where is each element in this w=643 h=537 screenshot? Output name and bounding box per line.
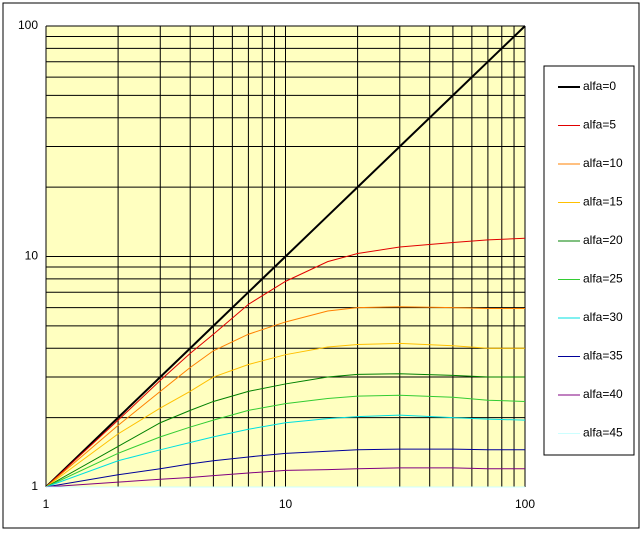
x-tick-label: 100 <box>515 497 535 511</box>
legend-label: alfa=0 <box>583 79 616 93</box>
series-line <box>45 25 526 488</box>
series-line <box>45 306 525 488</box>
legend-label: alfa=40 <box>583 387 623 401</box>
x-tick-label: 1 <box>43 497 50 511</box>
legend-label: alfa=30 <box>583 310 623 324</box>
legend-label: alfa=25 <box>583 272 623 286</box>
legend-label: alfa=20 <box>583 233 623 247</box>
series-line <box>45 414 526 488</box>
y-tick-label: 1 <box>31 479 38 493</box>
series-line <box>45 448 525 488</box>
series-line <box>45 467 525 488</box>
legend-box <box>543 65 635 456</box>
legend-label: alfa=10 <box>583 156 623 170</box>
legend-label: alfa=35 <box>583 349 623 363</box>
x-tick-label: 10 <box>279 497 293 511</box>
legend-label: alfa=15 <box>583 195 623 209</box>
series-line <box>45 394 526 488</box>
legend-label: alfa=45 <box>583 426 623 440</box>
y-tick-label: 10 <box>25 249 39 263</box>
series-line <box>45 342 525 488</box>
series-line <box>45 237 526 488</box>
legend-label: alfa=5 <box>583 118 616 132</box>
y-tick-label: 100 <box>18 18 38 32</box>
series-line <box>45 373 525 488</box>
